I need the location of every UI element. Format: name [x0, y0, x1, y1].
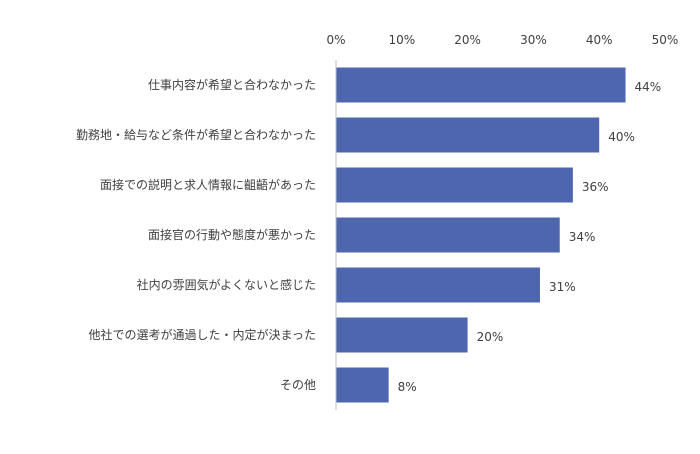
category-label: その他: [280, 378, 316, 392]
bar: [336, 367, 389, 403]
category-label: 仕事内容が希望と合わなかった: [148, 77, 316, 92]
data-label: 31%: [549, 280, 576, 294]
bar: [336, 217, 560, 253]
bar: [336, 167, 573, 203]
data-label: 20%: [477, 330, 504, 344]
x-tick-label: 30%: [520, 33, 547, 47]
bars: [336, 67, 626, 403]
x-tick-label: 20%: [454, 33, 481, 47]
category-label: 社内の雰囲気がよくないと感じた: [137, 277, 316, 292]
x-axis: 0% 10% 20% 30% 40% 50%: [326, 33, 678, 47]
x-tick-label: 10%: [388, 33, 415, 47]
data-label: 36%: [582, 180, 609, 194]
bar: [336, 117, 600, 153]
data-label: 8%: [398, 380, 417, 394]
category-label: 面接官の行動や態度が悪かった: [148, 227, 316, 242]
data-label: 44%: [635, 80, 662, 94]
data-label: 34%: [569, 230, 596, 244]
bar: [336, 267, 540, 303]
x-tick-label: 50%: [652, 33, 679, 47]
bar: [336, 67, 626, 103]
data-label: 40%: [608, 130, 635, 144]
category-label: 面接での説明と求人情報に齟齬があった: [100, 177, 316, 192]
x-tick-label: 40%: [586, 33, 613, 47]
data-labels: 44% 40% 36% 34% 31% 20% 8%: [398, 80, 662, 394]
x-tick-label: 0%: [326, 33, 345, 47]
bar: [336, 317, 468, 353]
category-labels: 仕事内容が希望と合わなかった勤務地・給与など条件が希望と合わなかった面接での説明…: [76, 77, 316, 392]
category-label: 他社での選考が通過した・内定が決まった: [88, 327, 316, 342]
category-label: 勤務地・給与など条件が希望と合わなかった: [76, 127, 316, 142]
